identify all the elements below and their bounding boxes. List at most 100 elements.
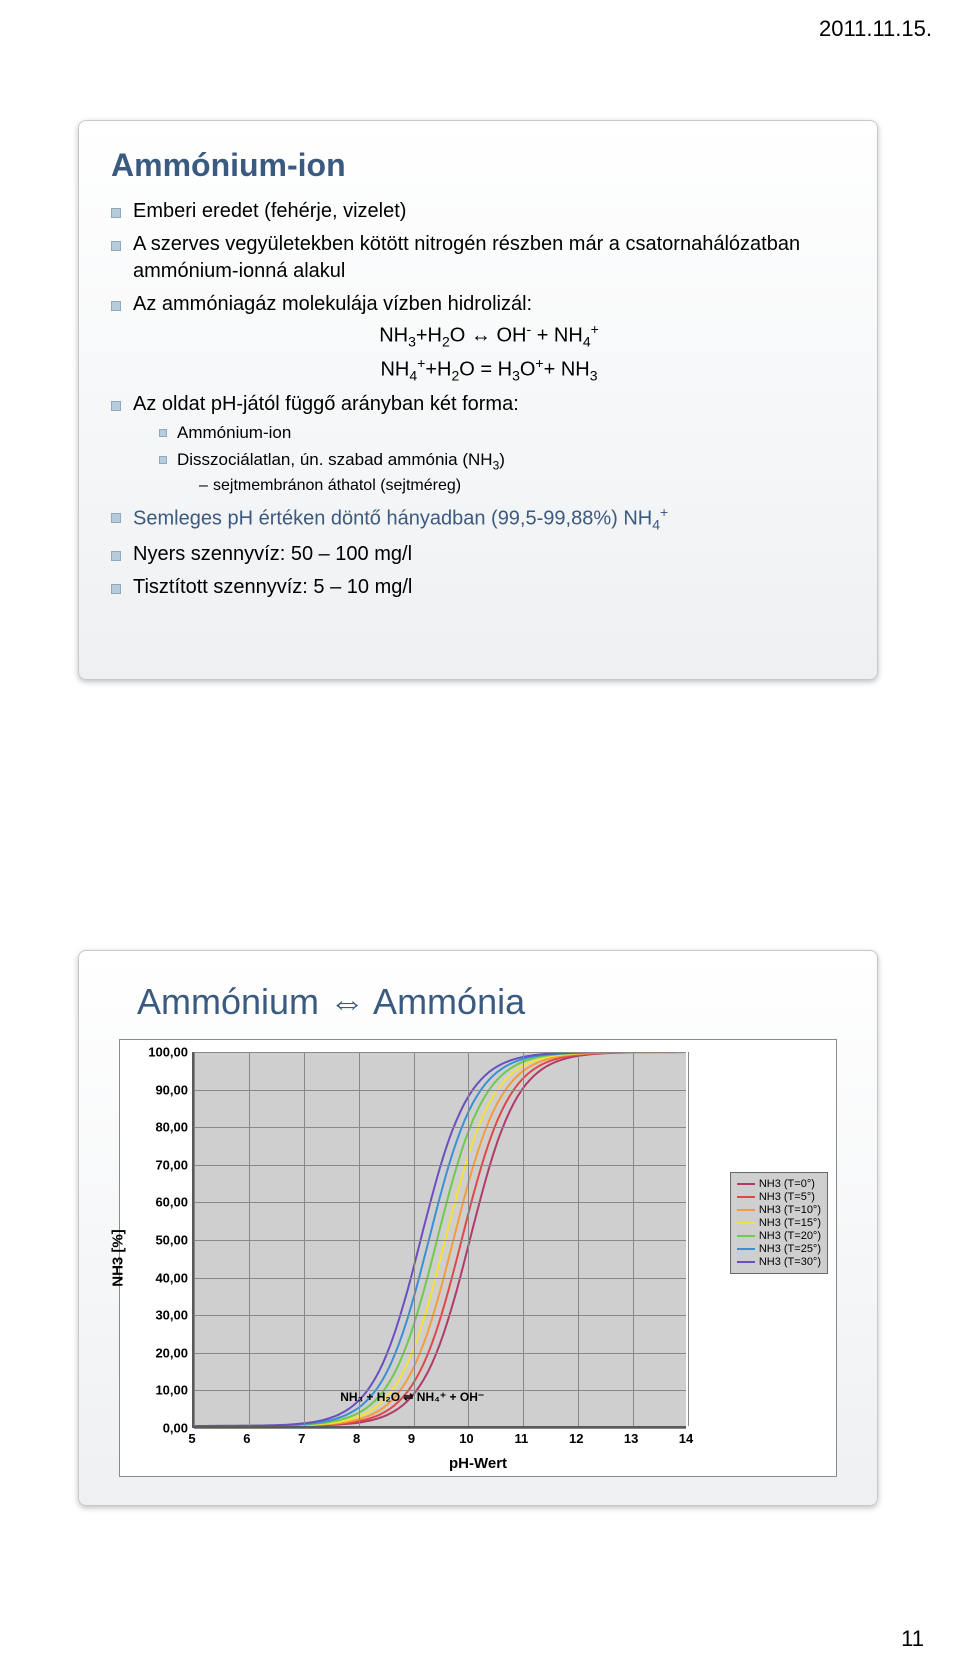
bullet-neutral-ph: Semleges pH értéken döntő hányadban (99,…: [111, 503, 845, 535]
x-axis-label: pH-Wert: [449, 1455, 507, 1472]
sub-free-a: Disszociálatlan, ún. szabad ammónia (NH: [177, 450, 493, 469]
sub-free-ammonia: Disszociálatlan, ún. szabad ammónia (NH3…: [159, 449, 845, 497]
subsub-membrane: sejtmembránon áthatol (sejtméreg): [199, 475, 845, 497]
legend-swatch: [737, 1235, 755, 1237]
legend-swatch: [737, 1209, 755, 1211]
legend-label: NH3 (T=20°): [759, 1230, 821, 1242]
eq1-d: + NH: [531, 325, 583, 347]
series-t15: [194, 1052, 686, 1426]
eq2-p2: +: [535, 355, 543, 371]
eq1-c: O ↔ OH: [450, 325, 527, 347]
neutral-a: Semleges pH értéken döntő hányadban (99,…: [133, 508, 652, 530]
eq1-a: NH: [379, 325, 408, 347]
eq2-s3: 3: [512, 367, 520, 383]
legend-label: NH3 (T=30°): [759, 1256, 821, 1268]
y-tick: 20,00: [146, 1345, 188, 1360]
eq2-a: NH: [380, 358, 409, 380]
series-t25: [194, 1052, 686, 1426]
eq1-s3: 4: [583, 334, 591, 350]
legend-item: NH3 (T=15°): [737, 1217, 821, 1229]
eq2-d: O: [520, 358, 536, 380]
x-tick: 13: [624, 1431, 638, 1446]
legend-item: NH3 (T=25°): [737, 1243, 821, 1255]
equation-2: NH4++H2O = H3O++ NH3: [133, 354, 845, 386]
y-tick: 70,00: [146, 1157, 188, 1172]
reaction-label: NH₃ + H₂O ⇌ NH₄⁺ + OH⁻: [340, 1390, 484, 1404]
legend-swatch: [737, 1222, 755, 1224]
bullet-nitrogen: A szerves vegyületekben kötött nitrogén …: [111, 231, 845, 285]
y-tick: 60,00: [146, 1195, 188, 1210]
legend: NH3 (T=0°)NH3 (T=5°)NH3 (T=10°)NH3 (T=15…: [730, 1172, 828, 1274]
legend-item: NH3 (T=30°): [737, 1256, 821, 1268]
x-tick: 7: [298, 1431, 305, 1446]
bullet-treated: Tisztított szennyvíz: 5 – 10 mg/l: [111, 574, 845, 601]
bullet-hydrolysis: Az ammóniagáz molekulája vízben hidroliz…: [111, 291, 845, 385]
sublist-forms: Ammónium-ion Disszociálatlan, ún. szabad…: [159, 422, 845, 497]
x-tick: 9: [408, 1431, 415, 1446]
subsub-list: sejtmembránon áthatol (sejtméreg): [199, 475, 845, 497]
bullet-two-forms: Az oldat pH-jától függő arányban két for…: [111, 391, 845, 497]
x-tick: 14: [679, 1431, 693, 1446]
x-tick: 12: [569, 1431, 583, 1446]
eq2-b: +H: [425, 358, 451, 380]
two-forms-text: Az oldat pH-jától függő arányban két for…: [133, 393, 519, 415]
series-t10: [194, 1052, 686, 1426]
legend-item: NH3 (T=0°): [737, 1178, 821, 1190]
neutral-s: 4: [652, 517, 660, 533]
sub-ammonium: Ammónium-ion: [159, 422, 845, 445]
chart: NH3 [%] pH-Wert NH3 (T=0°)NH3 (T=5°)NH3 …: [119, 1039, 837, 1477]
page-date: 2011.11.15.: [819, 16, 932, 42]
y-tick: 90,00: [146, 1082, 188, 1097]
x-tick: 5: [188, 1431, 195, 1446]
legend-item: NH3 (T=10°): [737, 1204, 821, 1216]
eq2-s4: 3: [590, 367, 598, 383]
series-t0: [194, 1052, 686, 1426]
page-number: 11: [901, 1626, 924, 1652]
eq2-e: + NH: [544, 358, 590, 380]
neutral-p: +: [660, 504, 668, 520]
plot-area: [192, 1052, 686, 1428]
y-tick: 100,00: [146, 1045, 188, 1060]
y-axis-label: NH3 [%]: [110, 1229, 127, 1287]
slide1-title: Ammónium-ion: [111, 147, 845, 184]
chart-curves: [194, 1052, 686, 1426]
y-tick: 30,00: [146, 1308, 188, 1323]
legend-item: NH3 (T=20°): [737, 1230, 821, 1242]
series-t30: [194, 1052, 686, 1426]
eq2-c: O = H: [459, 358, 512, 380]
equation-1: NH3+H2O ↔ OH- + NH4+: [133, 320, 845, 352]
eq2-s1: 4: [409, 367, 417, 383]
legend-label: NH3 (T=10°): [759, 1204, 821, 1216]
legend-swatch: [737, 1196, 755, 1198]
bullet-hydrolysis-text: Az ammóniagáz molekulája vízben hidroliz…: [133, 293, 532, 315]
eq1-b: +H: [416, 325, 442, 347]
eq1-s2: 2: [442, 334, 450, 350]
legend-label: NH3 (T=0°): [759, 1178, 815, 1190]
x-tick: 10: [459, 1431, 473, 1446]
legend-swatch: [737, 1261, 755, 1263]
slide2-title: Ammónium ⇔ Ammónia: [137, 981, 837, 1023]
sub-free-t: ): [499, 450, 505, 469]
y-tick: 50,00: [146, 1233, 188, 1248]
bullet-origin: Emberi eredet (fehérje, vizelet): [111, 198, 845, 225]
bullet-raw: Nyers szennyvíz: 50 – 100 mg/l: [111, 541, 845, 568]
legend-swatch: [737, 1183, 755, 1185]
y-tick: 0,00: [146, 1421, 188, 1436]
slide-ammonium-ion: Ammónium-ion Emberi eredet (fehérje, viz…: [78, 120, 878, 680]
series-t20: [194, 1052, 686, 1426]
x-tick: 11: [514, 1431, 528, 1446]
y-tick: 80,00: [146, 1120, 188, 1135]
y-tick: 40,00: [146, 1270, 188, 1285]
legend-label: NH3 (T=25°): [759, 1243, 821, 1255]
legend-swatch: [737, 1248, 755, 1250]
legend-label: NH3 (T=5°): [759, 1191, 815, 1203]
slide-chart: Ammónium ⇔ Ammónia NH3 [%] pH-Wert NH3 (…: [78, 950, 878, 1506]
eq1-p2: +: [591, 321, 599, 337]
x-tick: 6: [243, 1431, 250, 1446]
legend-label: NH3 (T=15°): [759, 1217, 821, 1229]
y-tick: 10,00: [146, 1383, 188, 1398]
eq1-s1: 3: [408, 334, 416, 350]
slide1-list: Emberi eredet (fehérje, vizelet) A szerv…: [111, 198, 845, 601]
series-t5: [194, 1052, 686, 1426]
x-tick: 8: [353, 1431, 360, 1446]
